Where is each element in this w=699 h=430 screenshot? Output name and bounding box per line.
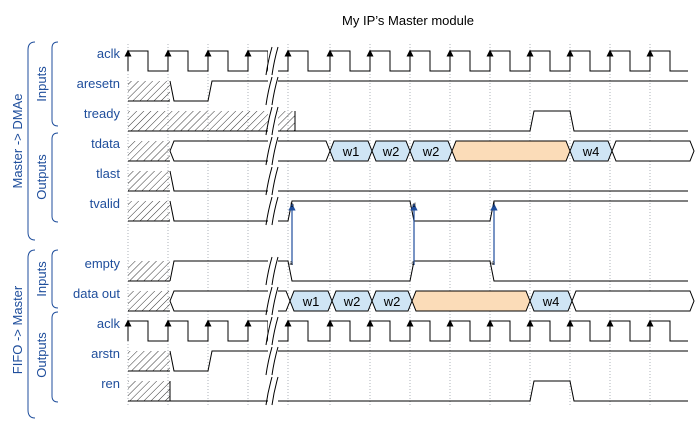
break-left-7 bbox=[265, 286, 273, 316]
signal-data-out-7-word-label-4: w4 bbox=[542, 294, 560, 309]
signal-data-out-7-word-label-1: w2 bbox=[343, 294, 361, 309]
break-mask-6 bbox=[268, 257, 278, 285]
group-label-fifo-inputs: Inputs bbox=[34, 261, 49, 297]
break-right-6 bbox=[271, 256, 279, 286]
handshake-arrows: a b c d e f bbox=[288, 203, 498, 267]
signal-label-tready: tready bbox=[84, 106, 121, 121]
signal-tlast-4-wave bbox=[169, 170, 688, 192]
break-left-3 bbox=[265, 136, 273, 166]
break-left-4 bbox=[265, 166, 273, 196]
signal-empty-6-unknown bbox=[128, 261, 170, 281]
signal-tlast-4-unknown bbox=[128, 171, 170, 191]
break-left-0 bbox=[265, 46, 273, 76]
group-label-master-outputs: Outputs bbox=[34, 154, 49, 200]
break-left-8 bbox=[265, 316, 273, 346]
signal-data-out-7-word-label-0: w1 bbox=[302, 294, 320, 309]
waveforms: w1 w2 w2 w4 w1 w2 w2 w4 bbox=[124, 49, 695, 402]
signal-labels: aclk aresetn tready tdata tlast tvalid e… bbox=[73, 46, 121, 391]
break-right-7 bbox=[271, 286, 279, 316]
break-right-9 bbox=[271, 346, 279, 376]
signal-aresetn-1-unknown bbox=[128, 81, 170, 101]
signal-arstn-9-wave bbox=[169, 350, 688, 372]
signal-tdata-3-unknown bbox=[128, 141, 170, 161]
group-master-dmae: Master -> DMAe Inputs Outputs bbox=[10, 41, 59, 241]
break-right-1 bbox=[271, 76, 279, 106]
signal-label-arstn: arstn bbox=[91, 346, 120, 361]
group-label-master-dmae: Master -> DMAe bbox=[10, 94, 25, 189]
event-label-c: c bbox=[412, 261, 415, 267]
signal-empty-6-wave bbox=[169, 260, 688, 282]
signal-label-aresetn: aresetn bbox=[77, 76, 120, 91]
break-mask-0 bbox=[268, 47, 278, 75]
break-mask-2 bbox=[268, 107, 278, 135]
signal-data-out-7-word-3 bbox=[411, 290, 531, 312]
break-left-6 bbox=[265, 256, 273, 286]
signal-tdata-3-word-label-2: w2 bbox=[422, 144, 440, 159]
break-mask-7 bbox=[268, 287, 278, 315]
group-label-fifo-outputs: Outputs bbox=[34, 332, 49, 378]
break-mask-5 bbox=[268, 197, 278, 225]
break-right-4 bbox=[271, 166, 279, 196]
signal-tready-2-wave bbox=[295, 110, 688, 132]
break-mask-3 bbox=[268, 137, 278, 165]
signal-label-tdata: tdata bbox=[91, 136, 121, 151]
group-fifo-master: FIFO -> Master Inputs Outputs bbox=[10, 249, 59, 419]
signal-tvalid-5-unknown bbox=[128, 201, 170, 221]
signal-label-ren: ren bbox=[101, 376, 120, 391]
signal-data-out-7-idle-end bbox=[571, 290, 695, 312]
signal-label-data-out: data out bbox=[73, 286, 120, 301]
signal-label-aclk: aclk bbox=[97, 46, 121, 61]
group-label-master-inputs: Inputs bbox=[34, 66, 49, 102]
break-right-8 bbox=[271, 316, 279, 346]
break-right-3 bbox=[271, 136, 279, 166]
signal-tdata-3-idle-0 bbox=[169, 140, 331, 162]
signal-tdata-3-word-label-4: w4 bbox=[582, 144, 600, 159]
break-right-0 bbox=[271, 46, 279, 76]
break-mask-8 bbox=[268, 317, 278, 345]
signal-ren-10-wave bbox=[170, 380, 688, 402]
break-left-10 bbox=[265, 376, 273, 406]
signal-data-out-7-unknown bbox=[128, 291, 170, 311]
signal-label-tlast: tlast bbox=[96, 166, 120, 181]
signal-tdata-3-word-label-1: w2 bbox=[382, 144, 400, 159]
break-mask-1 bbox=[268, 77, 278, 105]
clock-gridlines bbox=[127, 44, 651, 405]
signal-aresetn-1-wave bbox=[169, 80, 688, 102]
event-label-a: a bbox=[289, 261, 293, 267]
event-label-d: d bbox=[412, 203, 415, 209]
break-mask-9 bbox=[268, 347, 278, 375]
signal-label-empty: empty bbox=[85, 256, 121, 271]
signal-tdata-3-word-3 bbox=[451, 140, 571, 162]
signal-label-tvalid: tvalid bbox=[90, 196, 120, 211]
signal-tready-2-unknown bbox=[128, 111, 295, 131]
break-right-5 bbox=[271, 196, 279, 226]
signal-arstn-9-unknown bbox=[128, 351, 170, 371]
event-label-f: f bbox=[493, 203, 495, 209]
signal-ren-10-unknown bbox=[128, 381, 170, 401]
break-mask-10 bbox=[268, 377, 278, 405]
break-right-2 bbox=[271, 106, 279, 136]
signal-data-out-7-word-label-2: w2 bbox=[383, 294, 401, 309]
signal-tdata-3-word-label-0: w1 bbox=[342, 144, 360, 159]
event-label-e: e bbox=[491, 261, 495, 267]
signal-tdata-3-idle-end bbox=[611, 140, 695, 162]
diagram-title: My IP’s Master module bbox=[342, 13, 474, 28]
break-left-9 bbox=[265, 346, 273, 376]
signal-aclk-0-wave bbox=[127, 50, 688, 72]
time-break-marks bbox=[265, 46, 279, 406]
break-left-5 bbox=[265, 196, 273, 226]
signal-label-fifo-aclk: aclk bbox=[97, 316, 121, 331]
break-left-1 bbox=[265, 76, 273, 106]
event-label-b: b bbox=[290, 203, 294, 209]
break-mask-4 bbox=[268, 167, 278, 195]
break-left-2 bbox=[265, 106, 273, 136]
group-label-fifo-master: FIFO -> Master bbox=[10, 285, 25, 374]
signal-aclk-8-wave bbox=[127, 320, 688, 342]
break-right-10 bbox=[271, 376, 279, 406]
